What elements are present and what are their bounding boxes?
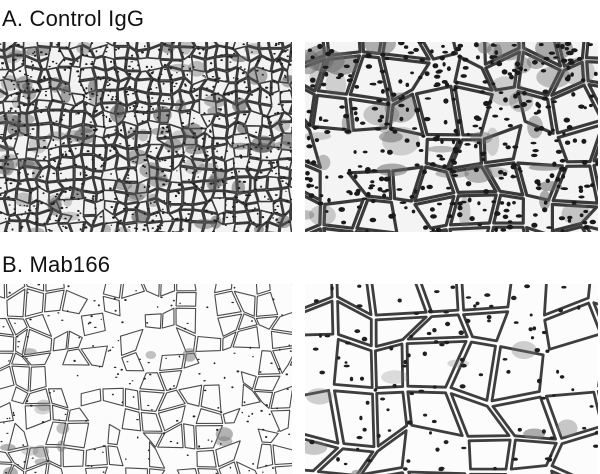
panel-a-label: A. Control IgG bbox=[2, 6, 145, 31]
mab166-low-magnification-image bbox=[0, 284, 292, 474]
control-igg-high-magnification-image bbox=[305, 42, 598, 232]
mab166-high-magnification-image bbox=[305, 284, 598, 474]
control-igg-low-magnification-image bbox=[0, 42, 292, 232]
panel-b-label: B. Mab166 bbox=[2, 252, 111, 277]
